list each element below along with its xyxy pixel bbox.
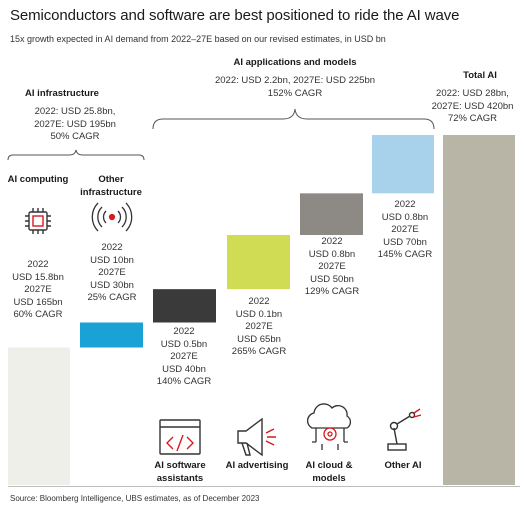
category-label-ai-software-assistants: AI software assistants	[154, 460, 206, 484]
bottom-divider	[8, 486, 520, 487]
category-label-ai-computing: AI computing	[7, 174, 69, 185]
value-label-other-ai: 2022 USD 0.8bn 2027E USD 70bn 145% CAGR	[377, 199, 433, 260]
value-label-ai-software-assistants: 2022 USD 0.5bn 2027E USD 40bn 140% CAGR	[156, 326, 212, 387]
bar-ai-computing	[8, 347, 70, 485]
robot-arm-icon	[387, 408, 422, 451]
signal-icon	[91, 202, 133, 232]
brace-infrastructure	[7, 149, 145, 161]
bar-other-ai	[372, 135, 434, 194]
bars-group	[8, 135, 515, 485]
group-values-applications: 2022: USD 2.2bn, 2027E: USD 225bn 152% C…	[214, 75, 376, 99]
value-label-ai-cloud-models: 2022 USD 0.8bn 2027E USD 50bn 129% CAGR	[304, 236, 360, 297]
value-label-ai-computing: 2022 USD 15.8bn 2027E USD 165bn 60% CAGR	[12, 259, 64, 320]
group-title-applications: AI applications and models	[233, 57, 357, 68]
category-label-other-infrastructure: Other infrastructure	[80, 174, 142, 198]
brace-applications	[152, 108, 435, 130]
category-label-ai-cloud-models: AI cloud & models	[305, 460, 353, 484]
bar-total-ai	[443, 135, 515, 485]
bar-ai-software-assistants	[153, 289, 216, 323]
group-values-total: 2022: USD 28bn, 2027E: USD 420bn 72% CAG…	[431, 88, 514, 124]
category-label-other-ai: Other AI	[384, 460, 422, 471]
chart-title: Semiconductors and software are best pos…	[10, 7, 460, 24]
group-title-total: Total AI	[463, 70, 497, 81]
value-label-ai-advertising: 2022 USD 0.1bn 2027E USD 65bn 265% CAGR	[231, 296, 287, 357]
megaphone-icon	[237, 417, 276, 457]
category-label-ai-advertising: AI advertising	[225, 460, 289, 471]
bar-ai-advertising	[227, 235, 290, 290]
bar-ai-cloud-models	[300, 193, 363, 235]
chip-icon	[25, 208, 51, 234]
source-note: Source: Bloomberg Intelligence, UBS esti…	[10, 494, 260, 503]
code-window-icon	[159, 419, 201, 455]
cloud-gear-icon	[306, 403, 351, 450]
group-values-infrastructure: 2022: USD 25.8bn, 2027E: USD 195bn 50% C…	[34, 106, 116, 142]
bar-other-infrastructure	[80, 322, 143, 348]
value-label-other-infrastructure: 2022 USD 10bn 2027E USD 30bn 25% CAGR	[87, 242, 137, 303]
group-title-infrastructure: AI infrastructure	[25, 88, 99, 99]
chart-subtitle: 15x growth expected in AI demand from 20…	[10, 34, 386, 44]
